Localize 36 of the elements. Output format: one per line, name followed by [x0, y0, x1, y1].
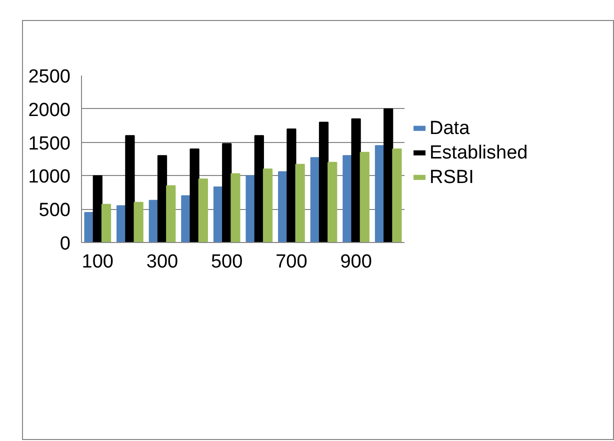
legend-label: Established: [430, 142, 528, 164]
bar: [384, 108, 394, 242]
bar: [360, 152, 370, 242]
y-tick-label: 2000: [28, 100, 71, 121]
bar: [328, 162, 338, 242]
x-tick-label: 100: [82, 252, 114, 272]
bar: [286, 128, 296, 242]
bar: [318, 122, 329, 242]
x-tick-label: 900: [340, 252, 372, 272]
legend-label: Data: [430, 118, 470, 139]
bar: [351, 118, 361, 242]
x-tick-label: 300: [146, 252, 178, 272]
bar: [190, 148, 200, 242]
legend-label: RSBI: [430, 166, 474, 188]
x-tick-label: 500: [211, 252, 243, 272]
bar: [101, 204, 112, 242]
bar: [222, 143, 232, 242]
bar: [84, 212, 94, 242]
bar: [92, 175, 102, 242]
bar: [166, 185, 176, 242]
bar: [134, 202, 144, 242]
y-tick-label: 1000: [28, 166, 71, 188]
bar: [157, 155, 168, 242]
y-tick-label: 1500: [28, 133, 71, 154]
bar: [246, 175, 256, 242]
bar: [198, 178, 208, 242]
bar: [230, 173, 240, 242]
bar: [125, 135, 135, 242]
bar: [295, 164, 305, 242]
bar: [392, 148, 402, 242]
y-tick-label: 2500: [28, 66, 71, 88]
bar: [254, 135, 264, 242]
bar: [262, 168, 273, 242]
y-tick-label: 500: [38, 200, 70, 222]
y-tick-label: 0: [60, 234, 71, 254]
x-tick-label: 700: [276, 252, 308, 272]
